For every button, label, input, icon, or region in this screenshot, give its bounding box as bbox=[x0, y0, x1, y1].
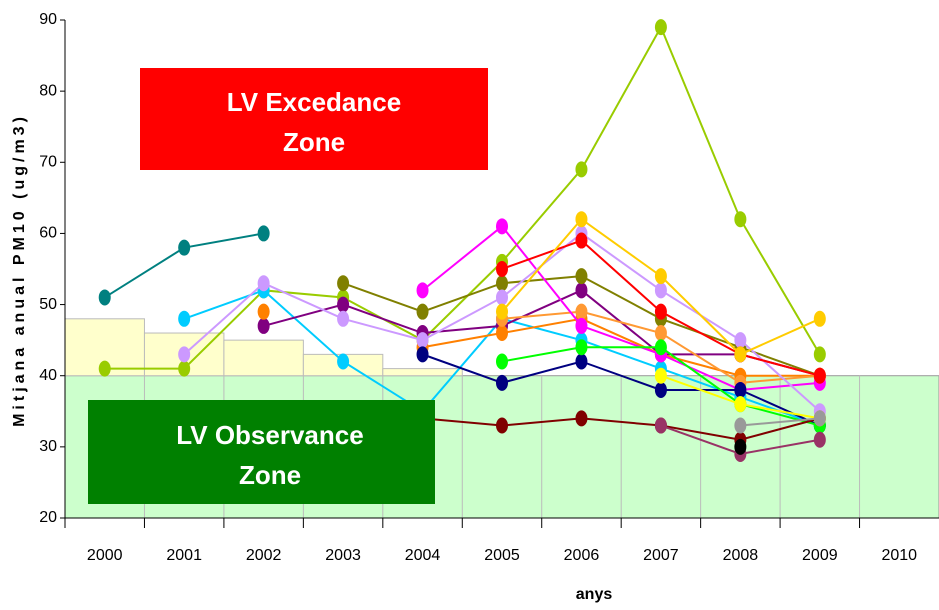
x-tick-label: 2005 bbox=[484, 547, 520, 564]
series-point bbox=[496, 374, 508, 391]
series-point bbox=[813, 431, 826, 448]
series-point bbox=[575, 353, 588, 370]
x-tick-label: 2006 bbox=[564, 547, 600, 564]
series-point bbox=[575, 268, 588, 285]
y-tick-label: 70 bbox=[39, 154, 57, 171]
x-tick-label: 2009 bbox=[802, 547, 838, 564]
series-point bbox=[654, 303, 667, 320]
annotation: LV Excedance bbox=[227, 87, 401, 117]
series-point bbox=[813, 367, 826, 384]
series-line bbox=[422, 317, 820, 377]
series-point bbox=[575, 303, 588, 320]
series-point bbox=[257, 225, 270, 242]
series-line bbox=[104, 24, 821, 370]
series-line bbox=[740, 417, 820, 427]
x-tick-label: 2002 bbox=[246, 547, 282, 564]
series-point bbox=[654, 339, 667, 356]
series-point bbox=[575, 410, 588, 427]
x-tick-label: 2004 bbox=[405, 547, 441, 564]
annotation: LV Observance bbox=[176, 420, 363, 450]
y-tick-label: 30 bbox=[39, 438, 57, 455]
y-tick-label: 50 bbox=[39, 296, 57, 313]
series-point bbox=[813, 346, 826, 363]
y-tick-label: 90 bbox=[39, 11, 57, 28]
series-point bbox=[337, 275, 350, 292]
series-point bbox=[654, 417, 667, 434]
series-point bbox=[416, 332, 429, 349]
series-line bbox=[421, 224, 820, 391]
series-line bbox=[422, 417, 821, 441]
series-point bbox=[98, 289, 111, 306]
series-point bbox=[496, 218, 508, 235]
series-point bbox=[178, 310, 191, 327]
series-point bbox=[575, 317, 588, 334]
y-tick-label: 40 bbox=[39, 367, 57, 384]
series-point bbox=[734, 396, 747, 413]
series-point bbox=[654, 282, 667, 299]
series-point bbox=[575, 339, 588, 356]
series-point bbox=[416, 346, 429, 363]
annotation: Zone bbox=[239, 460, 301, 490]
series-point bbox=[337, 296, 350, 313]
x-tick-label: 2003 bbox=[325, 547, 361, 564]
series-point bbox=[575, 232, 588, 249]
y-tick-label: 20 bbox=[39, 509, 57, 526]
series-point bbox=[496, 417, 508, 434]
series-point bbox=[734, 346, 747, 363]
series-line bbox=[422, 353, 821, 427]
series-point bbox=[575, 282, 588, 299]
x-tick-label: 2010 bbox=[881, 547, 917, 564]
series-point bbox=[734, 332, 747, 349]
series-point bbox=[813, 310, 826, 327]
series-point bbox=[813, 410, 826, 427]
x-tick-label: 2008 bbox=[723, 547, 759, 564]
y-axis-label: Mitjana anual PM10 (ug/m3) bbox=[11, 113, 28, 427]
series-point bbox=[178, 239, 191, 256]
series-point bbox=[257, 275, 270, 292]
series-point bbox=[496, 261, 508, 277]
x-tick-label: 2001 bbox=[166, 547, 202, 564]
series-point bbox=[257, 303, 270, 320]
series-point bbox=[734, 211, 747, 228]
series-point bbox=[337, 310, 350, 327]
series-point bbox=[734, 381, 747, 398]
series-point bbox=[98, 360, 111, 377]
series-point bbox=[654, 19, 667, 36]
y-tick-label: 80 bbox=[39, 82, 57, 99]
series-point bbox=[654, 325, 667, 342]
y-tick-label: 60 bbox=[39, 225, 57, 242]
series-point bbox=[575, 161, 588, 178]
series-point bbox=[575, 211, 588, 228]
x-tick-label: 2000 bbox=[87, 547, 123, 564]
series-point bbox=[416, 282, 429, 299]
series-point bbox=[257, 317, 270, 334]
series-point bbox=[178, 346, 191, 363]
excedance-box bbox=[140, 68, 488, 170]
tolerance-step bbox=[382, 368, 463, 377]
series-point bbox=[416, 303, 429, 320]
series-point bbox=[654, 381, 667, 398]
series-point bbox=[654, 268, 667, 285]
series-point bbox=[178, 360, 191, 377]
series-point bbox=[496, 275, 508, 292]
series-point bbox=[496, 325, 508, 342]
series-point bbox=[654, 367, 667, 384]
series-point bbox=[496, 289, 508, 306]
series-point bbox=[734, 417, 747, 434]
series-point bbox=[496, 353, 508, 370]
series-point bbox=[496, 303, 508, 320]
tolerance-step bbox=[223, 339, 304, 377]
series-line bbox=[263, 289, 821, 377]
annotation: Zone bbox=[283, 127, 345, 157]
series-point bbox=[337, 353, 350, 370]
x-tick-label: 2007 bbox=[643, 547, 679, 564]
x-axis-label: anys bbox=[576, 586, 613, 603]
observance-box bbox=[88, 400, 435, 504]
series-point bbox=[734, 438, 747, 455]
